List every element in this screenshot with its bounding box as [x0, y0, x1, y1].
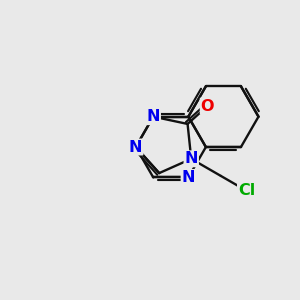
Text: N: N: [184, 151, 198, 166]
Text: N: N: [146, 109, 160, 124]
Text: O: O: [201, 98, 214, 113]
Text: Cl: Cl: [238, 183, 255, 198]
Text: N: N: [129, 140, 142, 154]
Text: N: N: [182, 170, 195, 185]
